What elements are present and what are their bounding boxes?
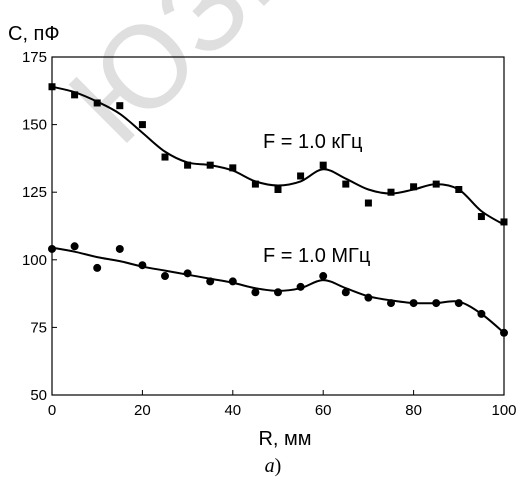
data-point-square xyxy=(297,172,305,180)
data-point-square xyxy=(410,183,418,191)
data-point-square xyxy=(138,121,146,129)
y-tick-label: 150 xyxy=(22,117,47,134)
data-point-square xyxy=(229,164,237,172)
series-0-fit-line xyxy=(51,85,505,226)
data-point-square xyxy=(432,180,440,188)
data-point-circle xyxy=(296,282,305,291)
figure-caption: а) xyxy=(265,455,282,477)
y-tick-label: 50 xyxy=(30,387,47,404)
plot-area xyxy=(48,83,508,337)
data-point-circle xyxy=(228,277,237,286)
y-axis-title: C, пФ xyxy=(8,23,60,45)
x-axis-title: R, мм xyxy=(258,428,311,450)
y-tick-label: 175 xyxy=(22,49,47,66)
data-point-square xyxy=(93,99,101,107)
x-tick-label: 100 xyxy=(491,402,516,419)
series-0 xyxy=(48,83,508,226)
series-1 xyxy=(48,242,508,337)
data-point-square xyxy=(455,185,463,193)
y-tick-label: 75 xyxy=(30,319,47,336)
x-tick-label: 40 xyxy=(224,402,241,419)
data-point-square xyxy=(184,161,192,169)
data-point-circle xyxy=(477,309,486,318)
data-point-square xyxy=(116,102,124,110)
data-point-square xyxy=(477,213,485,221)
data-point-circle xyxy=(206,277,215,286)
series-label-mhz: F = 1.0 МГц xyxy=(263,245,370,267)
data-point-circle xyxy=(93,263,102,272)
data-point-square xyxy=(251,180,259,188)
x-tick-label: 20 xyxy=(134,402,151,419)
data-point-circle xyxy=(387,299,395,308)
axes: 0 20 40 60 80 100 50 75 100 125 150 175 xyxy=(22,49,516,419)
x-tick-label: 80 xyxy=(405,402,422,419)
data-point-circle xyxy=(432,299,441,308)
data-point-circle xyxy=(454,299,463,308)
data-point-circle xyxy=(251,288,260,297)
data-point-circle xyxy=(115,244,124,253)
x-tick-label: 0 xyxy=(48,402,56,419)
x-tick-label: 60 xyxy=(315,402,332,419)
data-point-square xyxy=(71,91,79,99)
series-label-khz: F = 1.0 кГц xyxy=(263,131,362,153)
data-point-square xyxy=(274,185,282,193)
data-point-square xyxy=(387,188,395,196)
data-point-square xyxy=(342,180,350,188)
caption-letter: а xyxy=(265,455,275,477)
data-point-square xyxy=(161,153,169,161)
data-point-circle xyxy=(364,293,373,302)
chart-labels: C, пФ R, мм F = 1.0 кГц F = 1.0 МГц а) xyxy=(8,23,370,477)
plot-frame xyxy=(51,56,505,396)
y-tick-label: 125 xyxy=(22,184,47,201)
data-point-circle xyxy=(274,288,282,297)
data-point-square xyxy=(364,199,372,207)
caption-paren: ) xyxy=(275,455,282,477)
data-point-circle xyxy=(138,261,147,270)
data-point-circle xyxy=(161,272,169,281)
data-point-square xyxy=(319,161,327,169)
data-point-circle xyxy=(341,288,350,297)
data-point-circle xyxy=(183,269,192,278)
data-point-circle xyxy=(409,299,418,308)
data-point-circle xyxy=(319,272,328,281)
y-tick-label: 100 xyxy=(22,252,47,269)
data-point-circle xyxy=(70,242,79,251)
data-point-square xyxy=(206,161,214,169)
